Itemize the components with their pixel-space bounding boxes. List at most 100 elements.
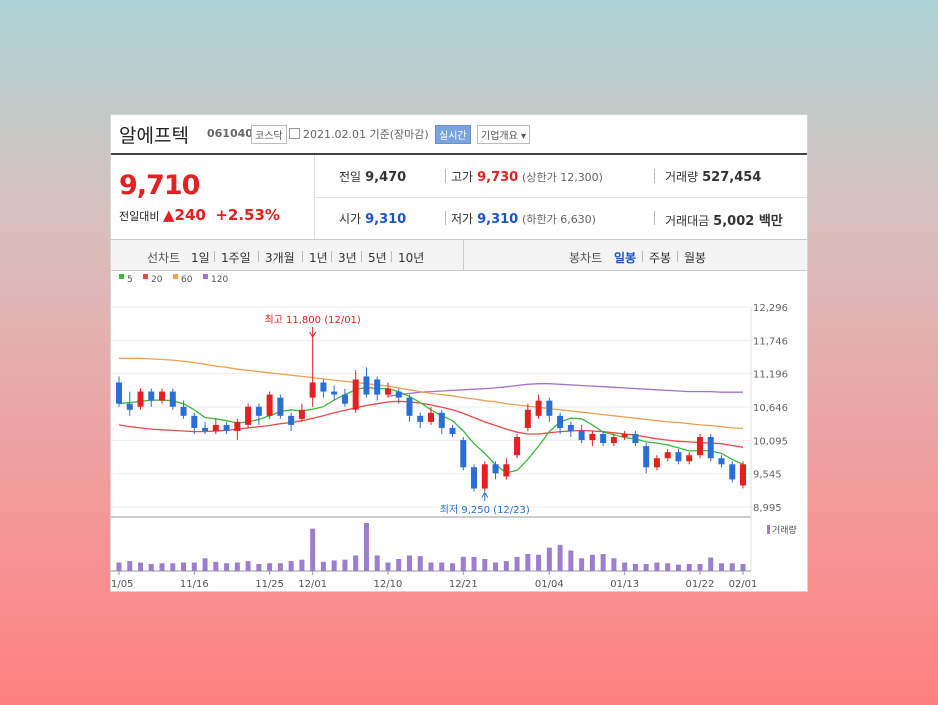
volume-bar bbox=[568, 550, 574, 571]
candle-body bbox=[578, 430, 585, 441]
candle-body bbox=[707, 437, 714, 459]
candle-body bbox=[460, 440, 467, 468]
candle-body bbox=[653, 458, 660, 468]
tab-1w[interactable]: 1주일 bbox=[221, 251, 251, 265]
candle-body bbox=[309, 382, 316, 398]
volume-bar bbox=[514, 556, 520, 571]
tab-3m[interactable]: 3개월 bbox=[265, 251, 295, 265]
tab-weekly[interactable]: 주봉 bbox=[649, 251, 672, 265]
ma5-line bbox=[118, 386, 744, 474]
divider bbox=[331, 251, 332, 262]
volume-bar bbox=[493, 562, 499, 571]
candle-body bbox=[191, 415, 198, 428]
divider bbox=[445, 211, 446, 225]
low-value: 9,310 bbox=[477, 212, 519, 227]
x-tick-label: 11/16 bbox=[180, 579, 209, 590]
divider bbox=[302, 251, 303, 262]
volume-bar bbox=[234, 562, 240, 571]
x-tick-label: 11/25 bbox=[255, 579, 284, 590]
legend-swatch bbox=[119, 274, 124, 279]
candle-body bbox=[696, 437, 703, 456]
candle-body bbox=[277, 397, 284, 416]
divider bbox=[642, 251, 643, 262]
volume-bar bbox=[138, 562, 144, 571]
company-info-button[interactable]: 기업개요 ▾ bbox=[477, 125, 530, 144]
volume-bar bbox=[245, 561, 251, 571]
volume-bar bbox=[202, 558, 208, 571]
candle-body bbox=[202, 427, 209, 431]
price-chart: 5 20 60 120 12,296 11,746 11,196 10,646 10,095 9,… bbox=[111, 274, 797, 590]
candle-body bbox=[212, 424, 219, 431]
high-arrow-icon bbox=[309, 331, 317, 339]
candle-body bbox=[352, 379, 359, 410]
candle-body bbox=[449, 427, 456, 434]
low-price: 저가 9,310 (하한가 6,630) bbox=[451, 210, 596, 227]
tab-3y[interactable]: 3년 bbox=[338, 251, 357, 265]
volume-bar bbox=[708, 557, 714, 571]
candle-body bbox=[169, 391, 176, 407]
candle-body bbox=[567, 424, 574, 431]
tab-monthly[interactable]: 월봉 bbox=[684, 251, 707, 265]
y-tick-label: 9,545 bbox=[753, 470, 782, 481]
volume-bar bbox=[417, 556, 423, 571]
x-tick-label: 01/13 bbox=[610, 579, 639, 590]
amount-value: 5,002 백만 bbox=[713, 214, 783, 229]
candle-body bbox=[610, 437, 617, 444]
tab-5y[interactable]: 5년 bbox=[368, 251, 387, 265]
tab-1d[interactable]: 1일 bbox=[191, 251, 210, 265]
high-value: 9,730 bbox=[477, 170, 519, 185]
date-label: 2021.02.01 기준(장마감) bbox=[303, 128, 429, 141]
high-annotation: 최고 11,800 (12/01) bbox=[264, 314, 360, 326]
candle-body bbox=[223, 424, 230, 431]
candle-body bbox=[266, 394, 273, 416]
volume-bar bbox=[181, 562, 187, 571]
volume-label: 거래량 bbox=[665, 170, 699, 184]
volume-bar bbox=[546, 547, 552, 571]
tab-daily[interactable]: 일봉 bbox=[614, 251, 637, 265]
candle-body bbox=[159, 391, 166, 401]
volume-bar bbox=[503, 561, 509, 571]
open-price: 시가 9,310 bbox=[339, 210, 406, 227]
candle-body bbox=[384, 388, 391, 395]
volume-bar bbox=[654, 562, 660, 571]
ma20-line bbox=[118, 400, 744, 448]
legend-label: 60 bbox=[181, 275, 193, 285]
volume-bar bbox=[643, 563, 649, 571]
candle-body bbox=[481, 464, 488, 489]
volume-bar bbox=[729, 563, 735, 571]
stock-header: 알에프텍 061040 코스닥 2021.02.01 기준(장마감) 실시간 기… bbox=[111, 115, 807, 155]
volume-bar bbox=[406, 555, 412, 571]
x-tick-label: 12/01 bbox=[298, 579, 327, 590]
candle-body bbox=[589, 433, 596, 441]
candle-body bbox=[664, 452, 671, 459]
legend-label: 120 bbox=[211, 275, 228, 285]
volume-label: 거래량 bbox=[772, 524, 797, 536]
volume-bar bbox=[675, 564, 681, 571]
price-summary: 9,710 전일대비 ▲240 +2.53% 전일 9,470 고가 9,730 (… bbox=[111, 155, 807, 240]
y-tick-label: 10,646 bbox=[753, 403, 788, 414]
divider bbox=[391, 251, 392, 262]
volume-bar bbox=[267, 563, 273, 571]
volume-bar bbox=[460, 556, 466, 571]
volume-bar bbox=[428, 562, 434, 571]
market-badge: 코스닥 bbox=[251, 125, 287, 144]
candle-chart-label: 봉차트 bbox=[569, 251, 603, 265]
high-price: 고가 9,730 (상한가 12,300) bbox=[451, 168, 603, 185]
candle-body bbox=[428, 412, 434, 422]
candle-body bbox=[729, 464, 736, 480]
legend-label: 5 bbox=[127, 275, 133, 285]
tab-10y[interactable]: 10년 bbox=[398, 251, 425, 265]
divider bbox=[654, 169, 655, 183]
candle-body bbox=[395, 391, 402, 398]
realtime-button[interactable]: 실시간 bbox=[435, 125, 471, 144]
x-tick-label: 01/22 bbox=[686, 579, 715, 590]
tab-1y[interactable]: 1년 bbox=[309, 251, 328, 265]
candle-body bbox=[341, 394, 348, 404]
candle-body bbox=[492, 464, 499, 474]
diff-label: 전일대비 bbox=[119, 210, 160, 223]
price-change: 전일대비 ▲240 +2.53% bbox=[119, 206, 280, 224]
stock-code: 061040 bbox=[207, 127, 253, 140]
amount-label: 거래대금 bbox=[665, 214, 710, 228]
candle-body bbox=[600, 433, 607, 444]
volume-bar bbox=[213, 561, 219, 571]
